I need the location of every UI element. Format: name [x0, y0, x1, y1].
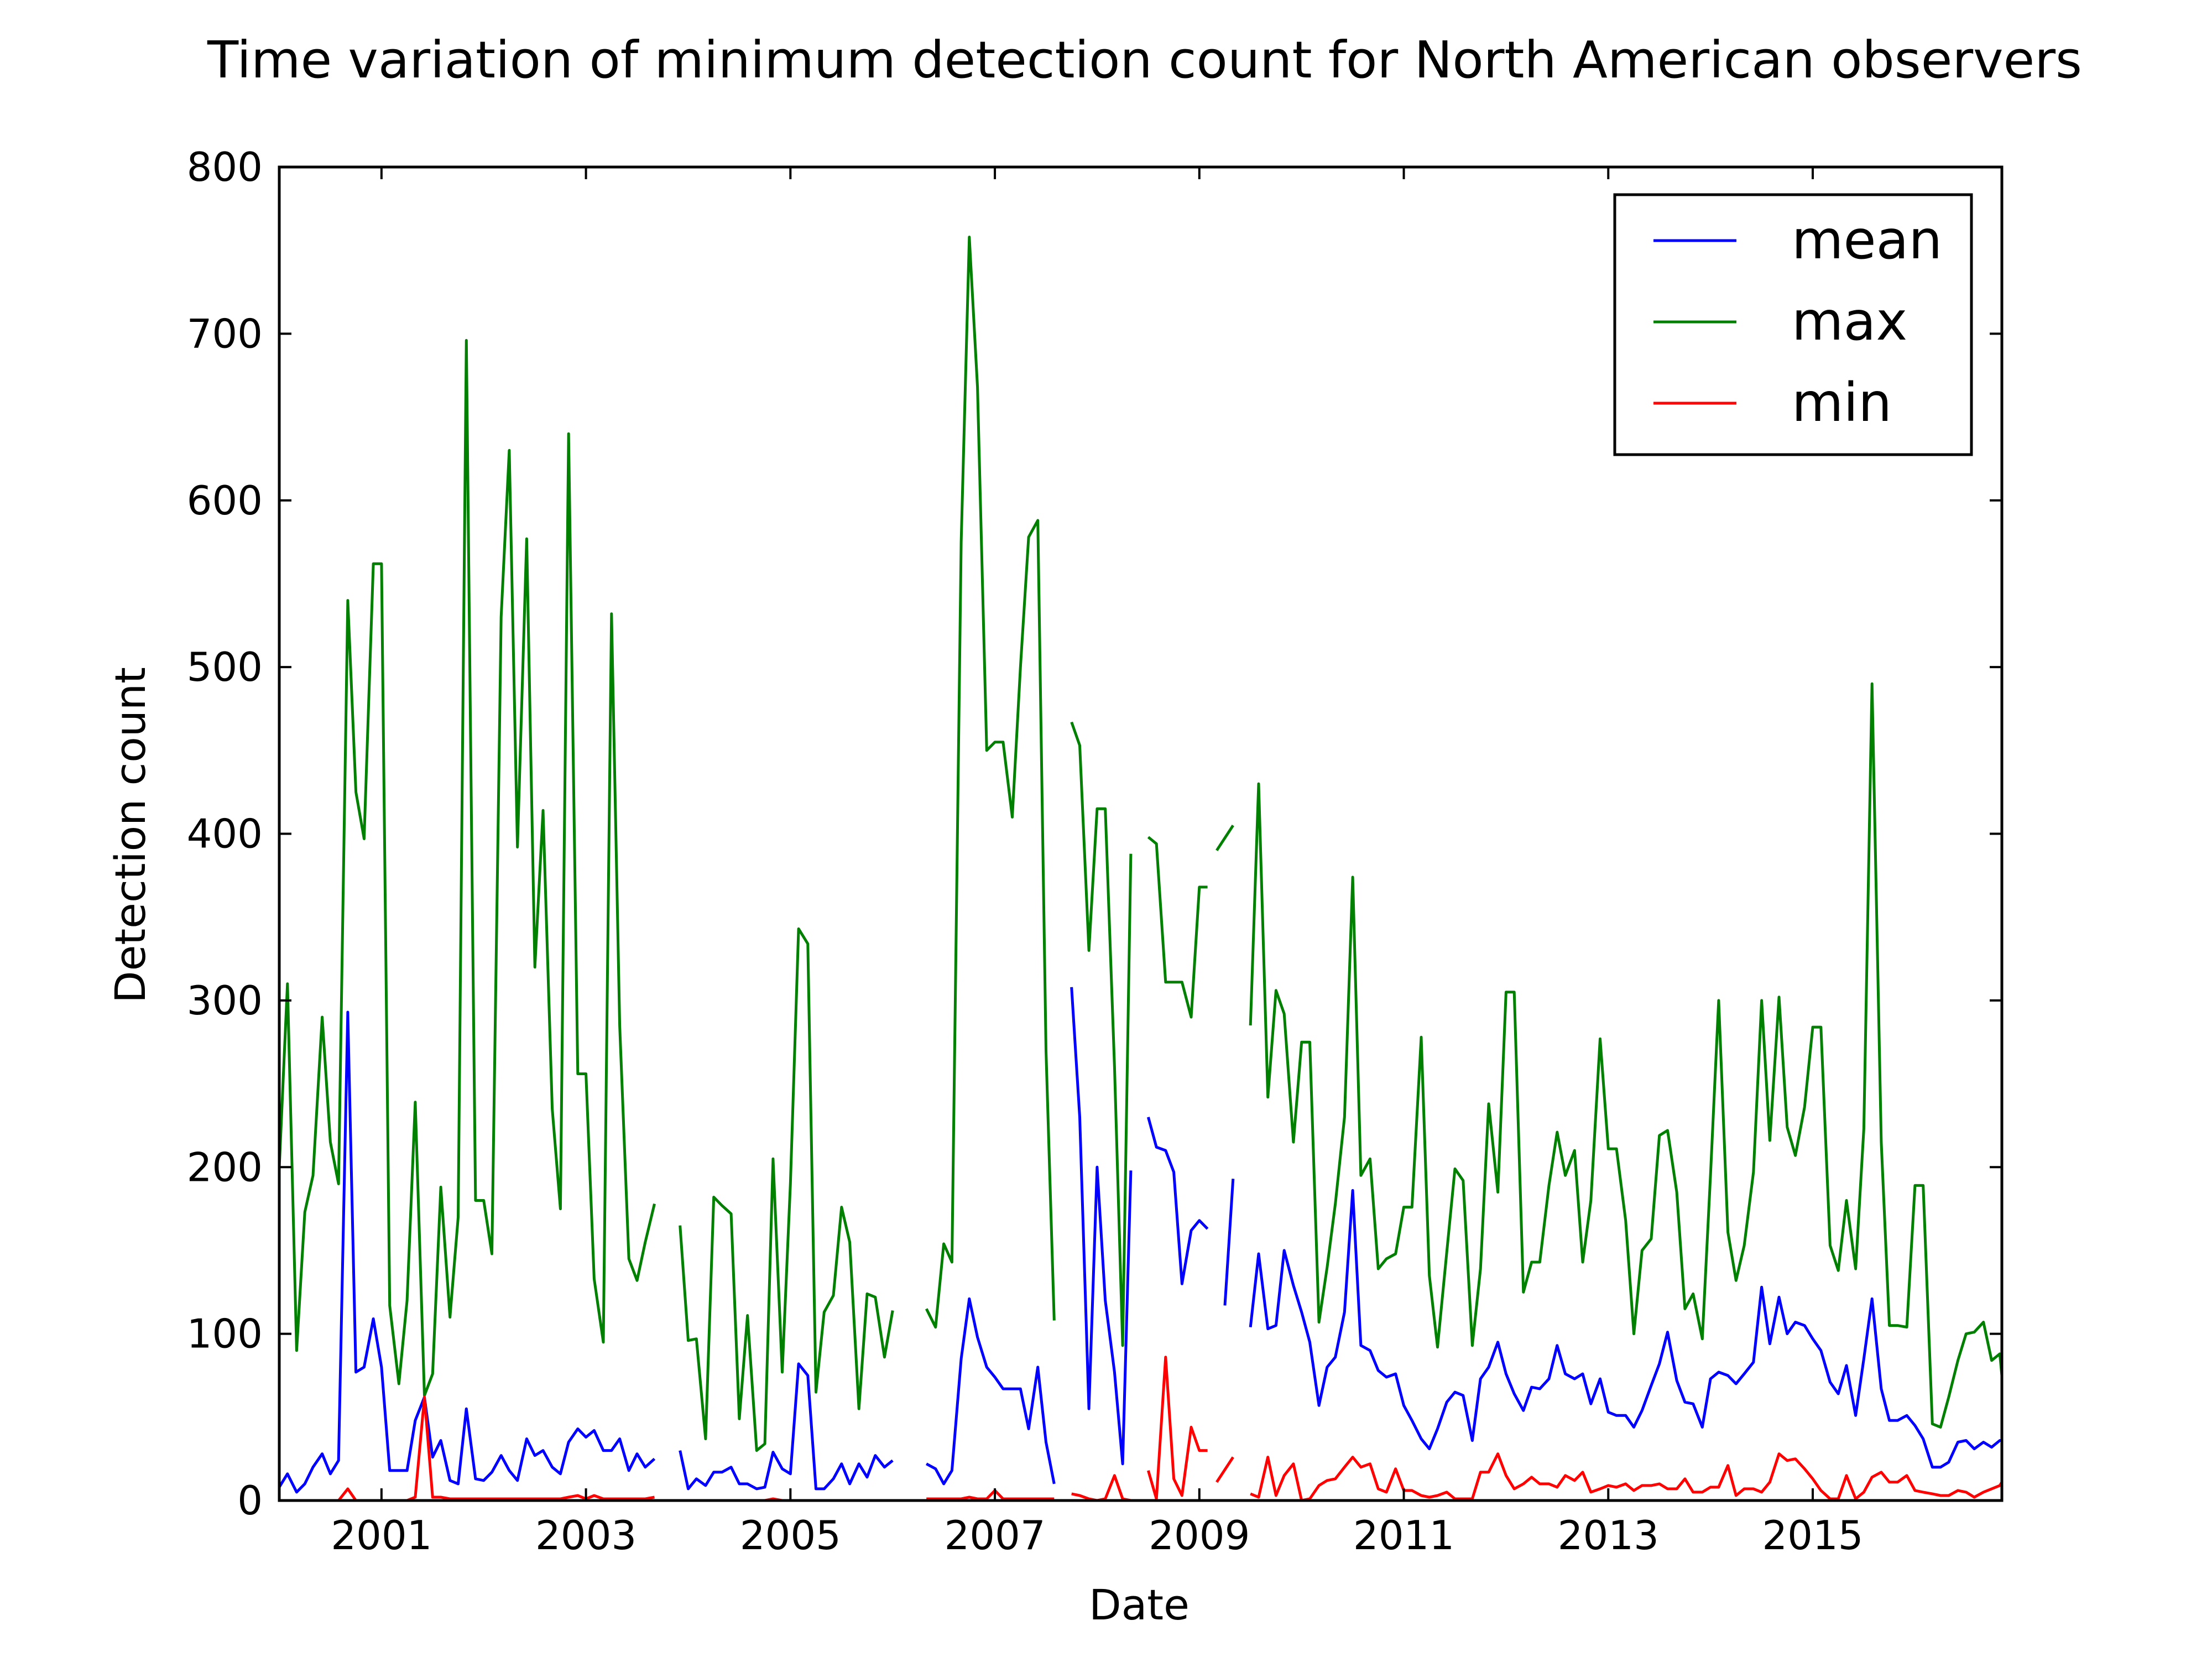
series-line-min-segment-1 [279, 1395, 655, 1501]
plot-area [279, 236, 2002, 1501]
series-line-mean-segment-1 [279, 1010, 656, 1494]
axes: 2001 2003 2005 2007 2009 2011 2013 2015 0 100 200 3… [187, 144, 2004, 1559]
x-tick-label: 2005 [740, 1512, 841, 1559]
y-tick-label: 0 [237, 1477, 263, 1524]
legend: mean max min [1613, 193, 1973, 456]
chart-title: Time variation of minimum detection coun… [207, 30, 2082, 90]
y-tick-label: 200 [187, 1144, 263, 1190]
y-tick-label: 700 [187, 310, 263, 357]
series-line-min-segment-3 [926, 1489, 1055, 1501]
legend-label-max: max [1792, 290, 1907, 352]
y-tick-label: 500 [187, 644, 263, 690]
x-tick-label: 2001 [331, 1512, 432, 1559]
series-line-max-segment-4 [1070, 721, 1133, 1347]
series-lines [279, 236, 2002, 1501]
x-tick-label: 2013 [1558, 1512, 1659, 1559]
legend-box [1613, 193, 1973, 456]
series-line-max-segment-7 [1249, 682, 2002, 1429]
series-line-max-segment-6 [1215, 825, 1234, 851]
series-line-min-segment-5 [1146, 1356, 1208, 1501]
series-line-min-segment-6 [1215, 1456, 1234, 1483]
x-tick-label: 2007 [944, 1512, 1045, 1559]
series-line-mean-segment-4 [1070, 987, 1133, 1466]
y-axis-label: Detection count [106, 667, 155, 1003]
x-axis-label: Date [1089, 1580, 1190, 1629]
x-tick-label: 2011 [1353, 1512, 1454, 1559]
y-tick-label: 100 [187, 1311, 263, 1357]
x-tick-label: 2009 [1149, 1512, 1250, 1559]
series-line-mean-segment-5 [1146, 1117, 1209, 1285]
x-tick-label: 2003 [535, 1512, 637, 1559]
series-line-max-segment-1 [279, 338, 656, 1397]
x-tick-label: 2015 [1762, 1512, 1863, 1559]
legend-label-mean: mean [1792, 209, 1942, 271]
series-line-max-segment-3 [925, 236, 1056, 1329]
y-tick-label: 400 [187, 811, 263, 857]
legend-label-min: min [1792, 372, 1892, 434]
series-line-min-segment-7 [1250, 1452, 2002, 1501]
series-line-max-segment-5 [1147, 836, 1208, 1019]
series-line-mean-segment-2 [679, 1362, 894, 1491]
series-line-mean-segment-7 [1249, 1189, 2002, 1469]
y-tick-label: 600 [187, 477, 263, 524]
series-line-mean-segment-6 [1223, 1179, 1235, 1306]
y-tick-label: 300 [187, 977, 263, 1024]
series-line-mean-segment-3 [926, 1297, 1056, 1486]
y-tick-label: 800 [187, 144, 263, 190]
series-line-max-segment-2 [679, 927, 894, 1452]
